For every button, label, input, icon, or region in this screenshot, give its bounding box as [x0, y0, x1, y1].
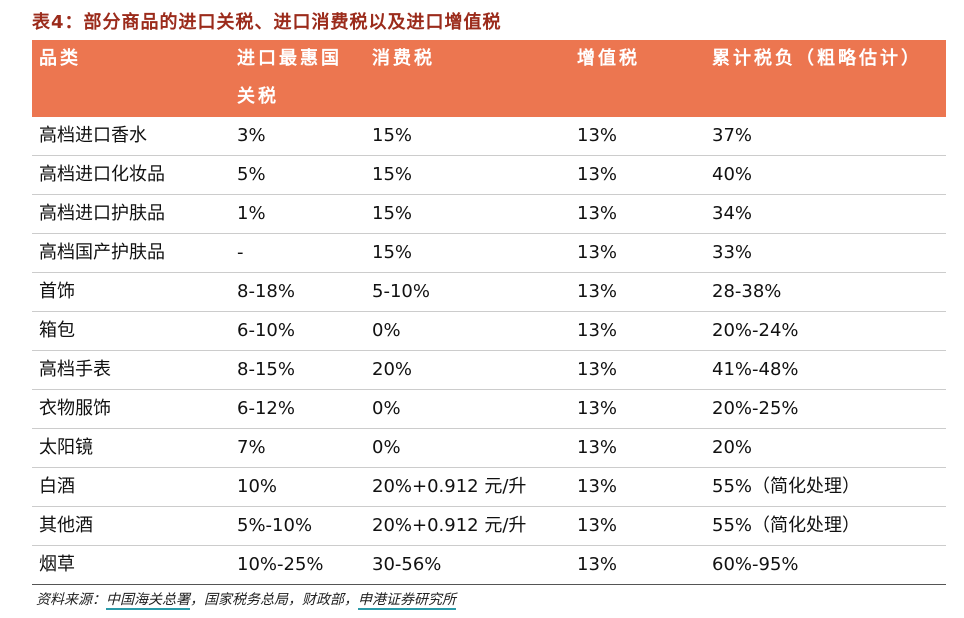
header-cell: 进口最惠国关税 — [230, 40, 365, 117]
table-cell: 34% — [705, 194, 946, 234]
table-cell: 13% — [570, 155, 705, 195]
table-cell: 13% — [570, 117, 705, 156]
table-cell: 13% — [570, 350, 705, 390]
table-cell: 高档进口化妆品 — [32, 155, 230, 195]
table-cell: 7% — [230, 428, 365, 468]
table-cell: 55%（简化处理） — [705, 467, 946, 507]
table-cell: 15% — [365, 155, 570, 195]
table-row: 高档进口香水 3% 15% 13% 37% — [32, 117, 946, 156]
table-cell: 13% — [570, 467, 705, 507]
header-cell: 增值税 — [570, 40, 705, 117]
table-cell: 1% — [230, 194, 365, 234]
table-cell: 8-18% — [230, 272, 365, 312]
table-cell: 10%-25% — [230, 545, 365, 585]
table-row: 烟草 10%-25% 30-56% 13% 60%-95% — [32, 545, 946, 585]
table-cell: 太阳镜 — [32, 428, 230, 468]
source-note: 资料来源：中国海关总署，国家税务总局，财政部，申港证券研究所 — [36, 589, 456, 609]
table-row: 太阳镜 7% 0% 13% 20% — [32, 428, 946, 468]
table-cell: 5%-10% — [230, 506, 365, 546]
table-cell: 衣物服饰 — [32, 389, 230, 429]
table-cell: 13% — [570, 233, 705, 273]
table-cell: 20%+0.912 元/升 — [365, 506, 570, 546]
table-cell: 3% — [230, 117, 365, 156]
table-cell: 高档国产护肤品 — [32, 233, 230, 273]
table-row: 其他酒 5%-10% 20%+0.912 元/升 13% 55%（简化处理） — [32, 506, 946, 546]
table-cell: 13% — [570, 311, 705, 351]
table-row: 高档手表 8-15% 20% 13% 41%-48% — [32, 350, 946, 390]
table-cell: 15% — [365, 194, 570, 234]
header-cell: 消费税 — [365, 40, 570, 117]
table-cell: 6-10% — [230, 311, 365, 351]
table-cell: 20% — [365, 350, 570, 390]
table-cell: 高档进口香水 — [32, 117, 230, 156]
source-part: 中国海关总署 — [106, 592, 190, 608]
table-row: 首饰 8-18% 5-10% 13% 28-38% — [32, 272, 946, 312]
table-cell: 箱包 — [32, 311, 230, 351]
table-cell: 10% — [230, 467, 365, 507]
table-cell: 首饰 — [32, 272, 230, 312]
table-cell: 13% — [570, 389, 705, 429]
table-cell: 55%（简化处理） — [705, 506, 946, 546]
table-cell: 40% — [705, 155, 946, 195]
table-row: 高档进口护肤品 1% 15% 13% 34% — [32, 194, 946, 234]
table-cell: 13% — [570, 545, 705, 585]
table-cell: 28-38% — [705, 272, 946, 312]
table-cell: 白酒 — [32, 467, 230, 507]
table-cell: 0% — [365, 428, 570, 468]
table-cell: 5-10% — [365, 272, 570, 312]
table-cell: 20% — [705, 428, 946, 468]
table-cell: 13% — [570, 428, 705, 468]
table-cell: 33% — [705, 233, 946, 273]
table-row: 箱包 6-10% 0% 13% 20%-24% — [32, 311, 946, 351]
table-cell: 高档手表 — [32, 350, 230, 390]
table-cell: 20%-25% — [705, 389, 946, 429]
table-cell: 41%-48% — [705, 350, 946, 390]
table-body: 高档进口香水 3% 15% 13% 37% 高档进口化妆品 5% 15% 13% 40% 高档进口护… — [32, 117, 946, 585]
table-cell: 30-56% — [365, 545, 570, 585]
table-cell: 37% — [705, 117, 946, 156]
table-cell: 13% — [570, 194, 705, 234]
table-row: 白酒 10% 20%+0.912 元/升 13% 55%（简化处理） — [32, 467, 946, 507]
source-part: 申港证券研究所 — [358, 592, 456, 608]
table-cell: 13% — [570, 506, 705, 546]
source-part: 资料来源： — [36, 592, 106, 608]
table-cell: 高档进口护肤品 — [32, 194, 230, 234]
header-cell: 累计税负（粗略估计） — [705, 40, 946, 117]
table-cell: 其他酒 — [32, 506, 230, 546]
table-cell: 烟草 — [32, 545, 230, 585]
table-cell: 15% — [365, 233, 570, 273]
source-part: ，国家税务总局，财政部， — [190, 592, 358, 608]
table-cell: 8-15% — [230, 350, 365, 390]
table-cell: 6-12% — [230, 389, 365, 429]
table-row: 衣物服饰 6-12% 0% 13% 20%-25% — [32, 389, 946, 429]
table-row: 高档进口化妆品 5% 15% 13% 40% — [32, 155, 946, 195]
header-cell: 品类 — [32, 40, 230, 117]
table-cell: 15% — [365, 117, 570, 156]
table-cell: 5% — [230, 155, 365, 195]
tax-table: 品类 进口最惠国关税 消费税 增值税 累计税负（粗略估计） 高档进口香水 3% 15% 13%… — [32, 40, 946, 585]
table-cell: 0% — [365, 389, 570, 429]
table-title: 表4：部分商品的进口关税、进口消费税以及进口增值税 — [32, 12, 502, 33]
table-cell: - — [230, 233, 365, 273]
header-row: 品类 进口最惠国关税 消费税 增值税 累计税负（粗略估计） — [32, 40, 946, 117]
table-cell: 13% — [570, 272, 705, 312]
table-cell: 20%+0.912 元/升 — [365, 467, 570, 507]
table-cell: 0% — [365, 311, 570, 351]
table-cell: 20%-24% — [705, 311, 946, 351]
table-cell: 60%-95% — [705, 545, 946, 585]
table-row: 高档国产护肤品 -15% 13% 33% — [32, 233, 946, 273]
